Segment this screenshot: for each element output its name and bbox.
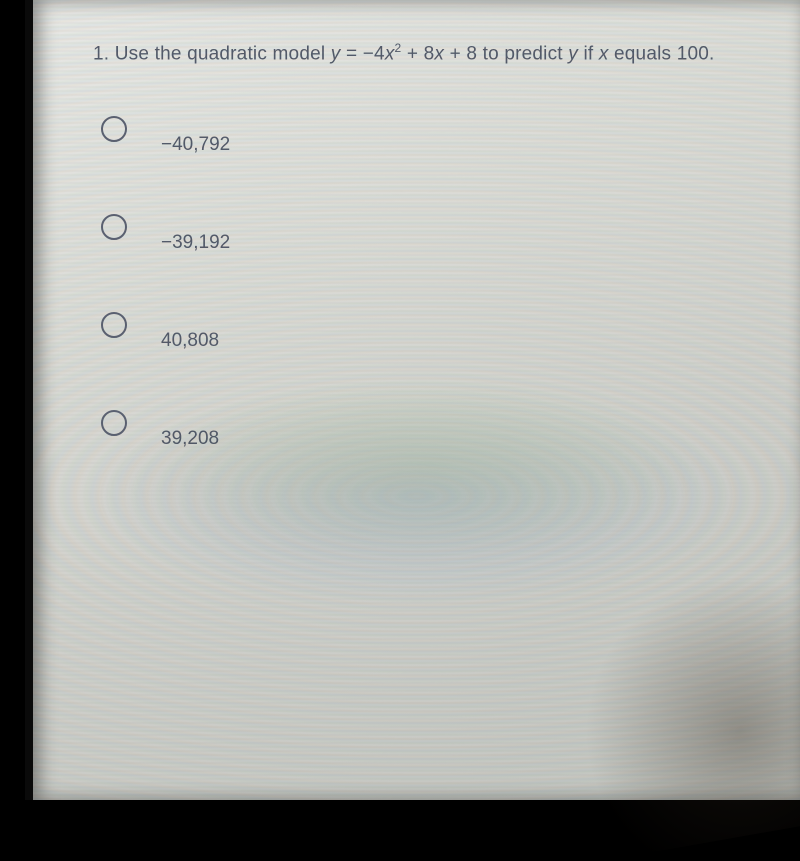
question-prompt-pre: Use the quadratic model (115, 43, 331, 64)
question-prompt-mid: to predict (477, 43, 568, 64)
option-row[interactable]: −40,792 (101, 122, 770, 156)
eq-eq: = (340, 43, 362, 64)
options-list: −40,792 −39,192 40,808 39,208 (93, 122, 770, 450)
eq-a: −4 (363, 43, 385, 64)
option-row[interactable]: −39,192 (101, 220, 770, 254)
eq-tail: + 8 (444, 43, 477, 64)
option-label: 39,208 (161, 416, 219, 450)
option-row[interactable]: 40,808 (101, 318, 770, 352)
option-row[interactable]: 39,208 (101, 416, 770, 450)
screen-frame: 1. Use the quadratic model y = −4x2 + 8x… (25, 0, 800, 800)
eq-lhs: y (331, 43, 341, 64)
eq-var2: x (434, 43, 444, 64)
question-text: 1. Use the quadratic model y = −4x2 + 8x… (93, 40, 770, 68)
radio-icon[interactable] (101, 214, 127, 240)
option-label: −40,792 (161, 122, 230, 156)
radio-icon[interactable] (101, 312, 127, 338)
finger-shadow (559, 559, 800, 860)
predict-var: y (568, 43, 578, 64)
option-label: −39,192 (161, 220, 230, 254)
if-var: x (599, 43, 609, 64)
question-number: 1. (93, 43, 109, 64)
radio-icon[interactable] (101, 116, 127, 142)
option-label: 40,808 (161, 318, 219, 352)
question-prompt-post: equals 100. (609, 43, 715, 64)
question-prompt-if: if (578, 43, 599, 64)
eq-rest: + 8 (401, 43, 434, 64)
eq-var1: x (385, 43, 395, 64)
radio-icon[interactable] (101, 410, 127, 436)
